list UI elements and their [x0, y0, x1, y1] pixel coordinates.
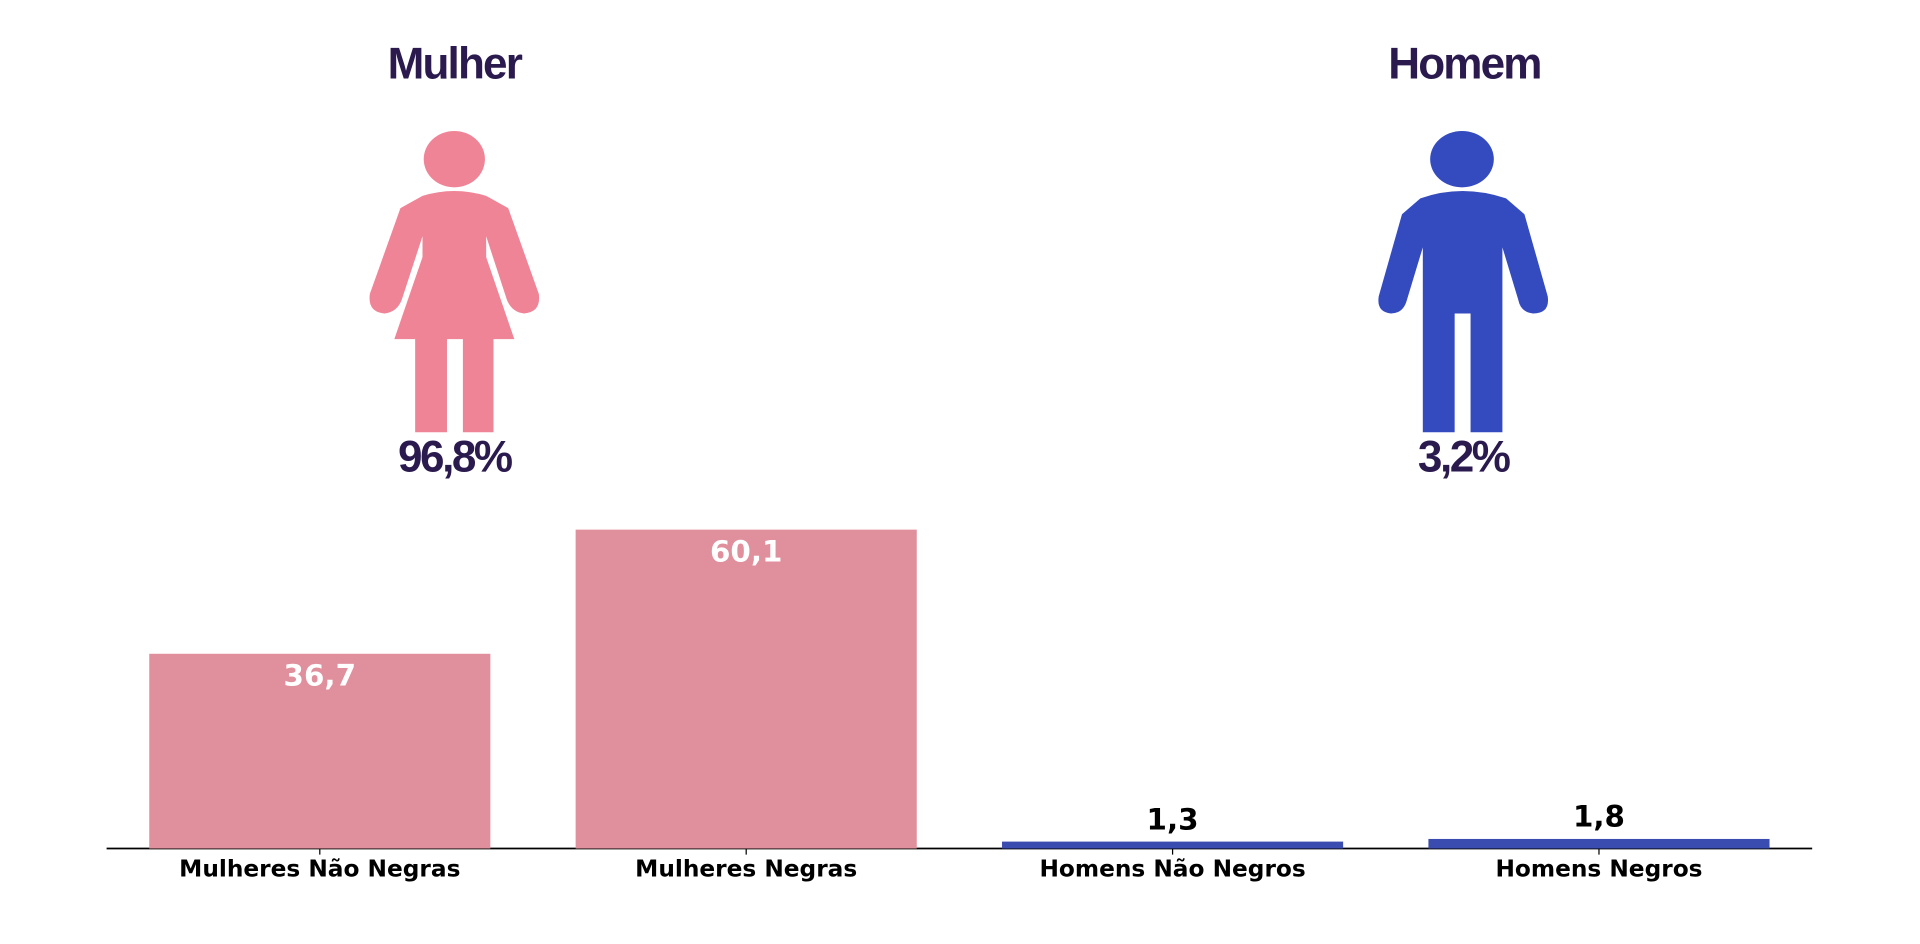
- figure-woman: Mulher 96,8%: [369, 39, 540, 481]
- x-tick-label: Mulheres Não Negras: [179, 856, 460, 883]
- figure-title: Homem: [1388, 39, 1540, 88]
- figure-man: Homem 3,2%: [1378, 39, 1549, 481]
- value-label: 1,8: [1573, 800, 1625, 834]
- head: [1430, 131, 1494, 188]
- figure-percent: 96,8%: [398, 432, 513, 481]
- body: [369, 191, 540, 433]
- head: [423, 131, 485, 188]
- figure-title: Mulher: [388, 39, 523, 88]
- woman-icon: [369, 131, 540, 433]
- bar: [1428, 838, 1770, 849]
- value-label: 1,3: [1147, 802, 1199, 836]
- body: [1378, 191, 1549, 433]
- value-label: 60,1: [710, 534, 782, 568]
- x-tick-label: Homens Não Negros: [1039, 856, 1305, 883]
- bar: [1002, 841, 1344, 849]
- value-label: 36,7: [284, 659, 356, 693]
- bar: [575, 529, 917, 849]
- man-icon: [1378, 131, 1549, 433]
- bar: [149, 653, 491, 849]
- figure-percent: 3,2%: [1418, 432, 1511, 481]
- x-tick-label: Mulheres Negras: [635, 856, 857, 883]
- x-tick-label: Homens Negros: [1495, 856, 1702, 883]
